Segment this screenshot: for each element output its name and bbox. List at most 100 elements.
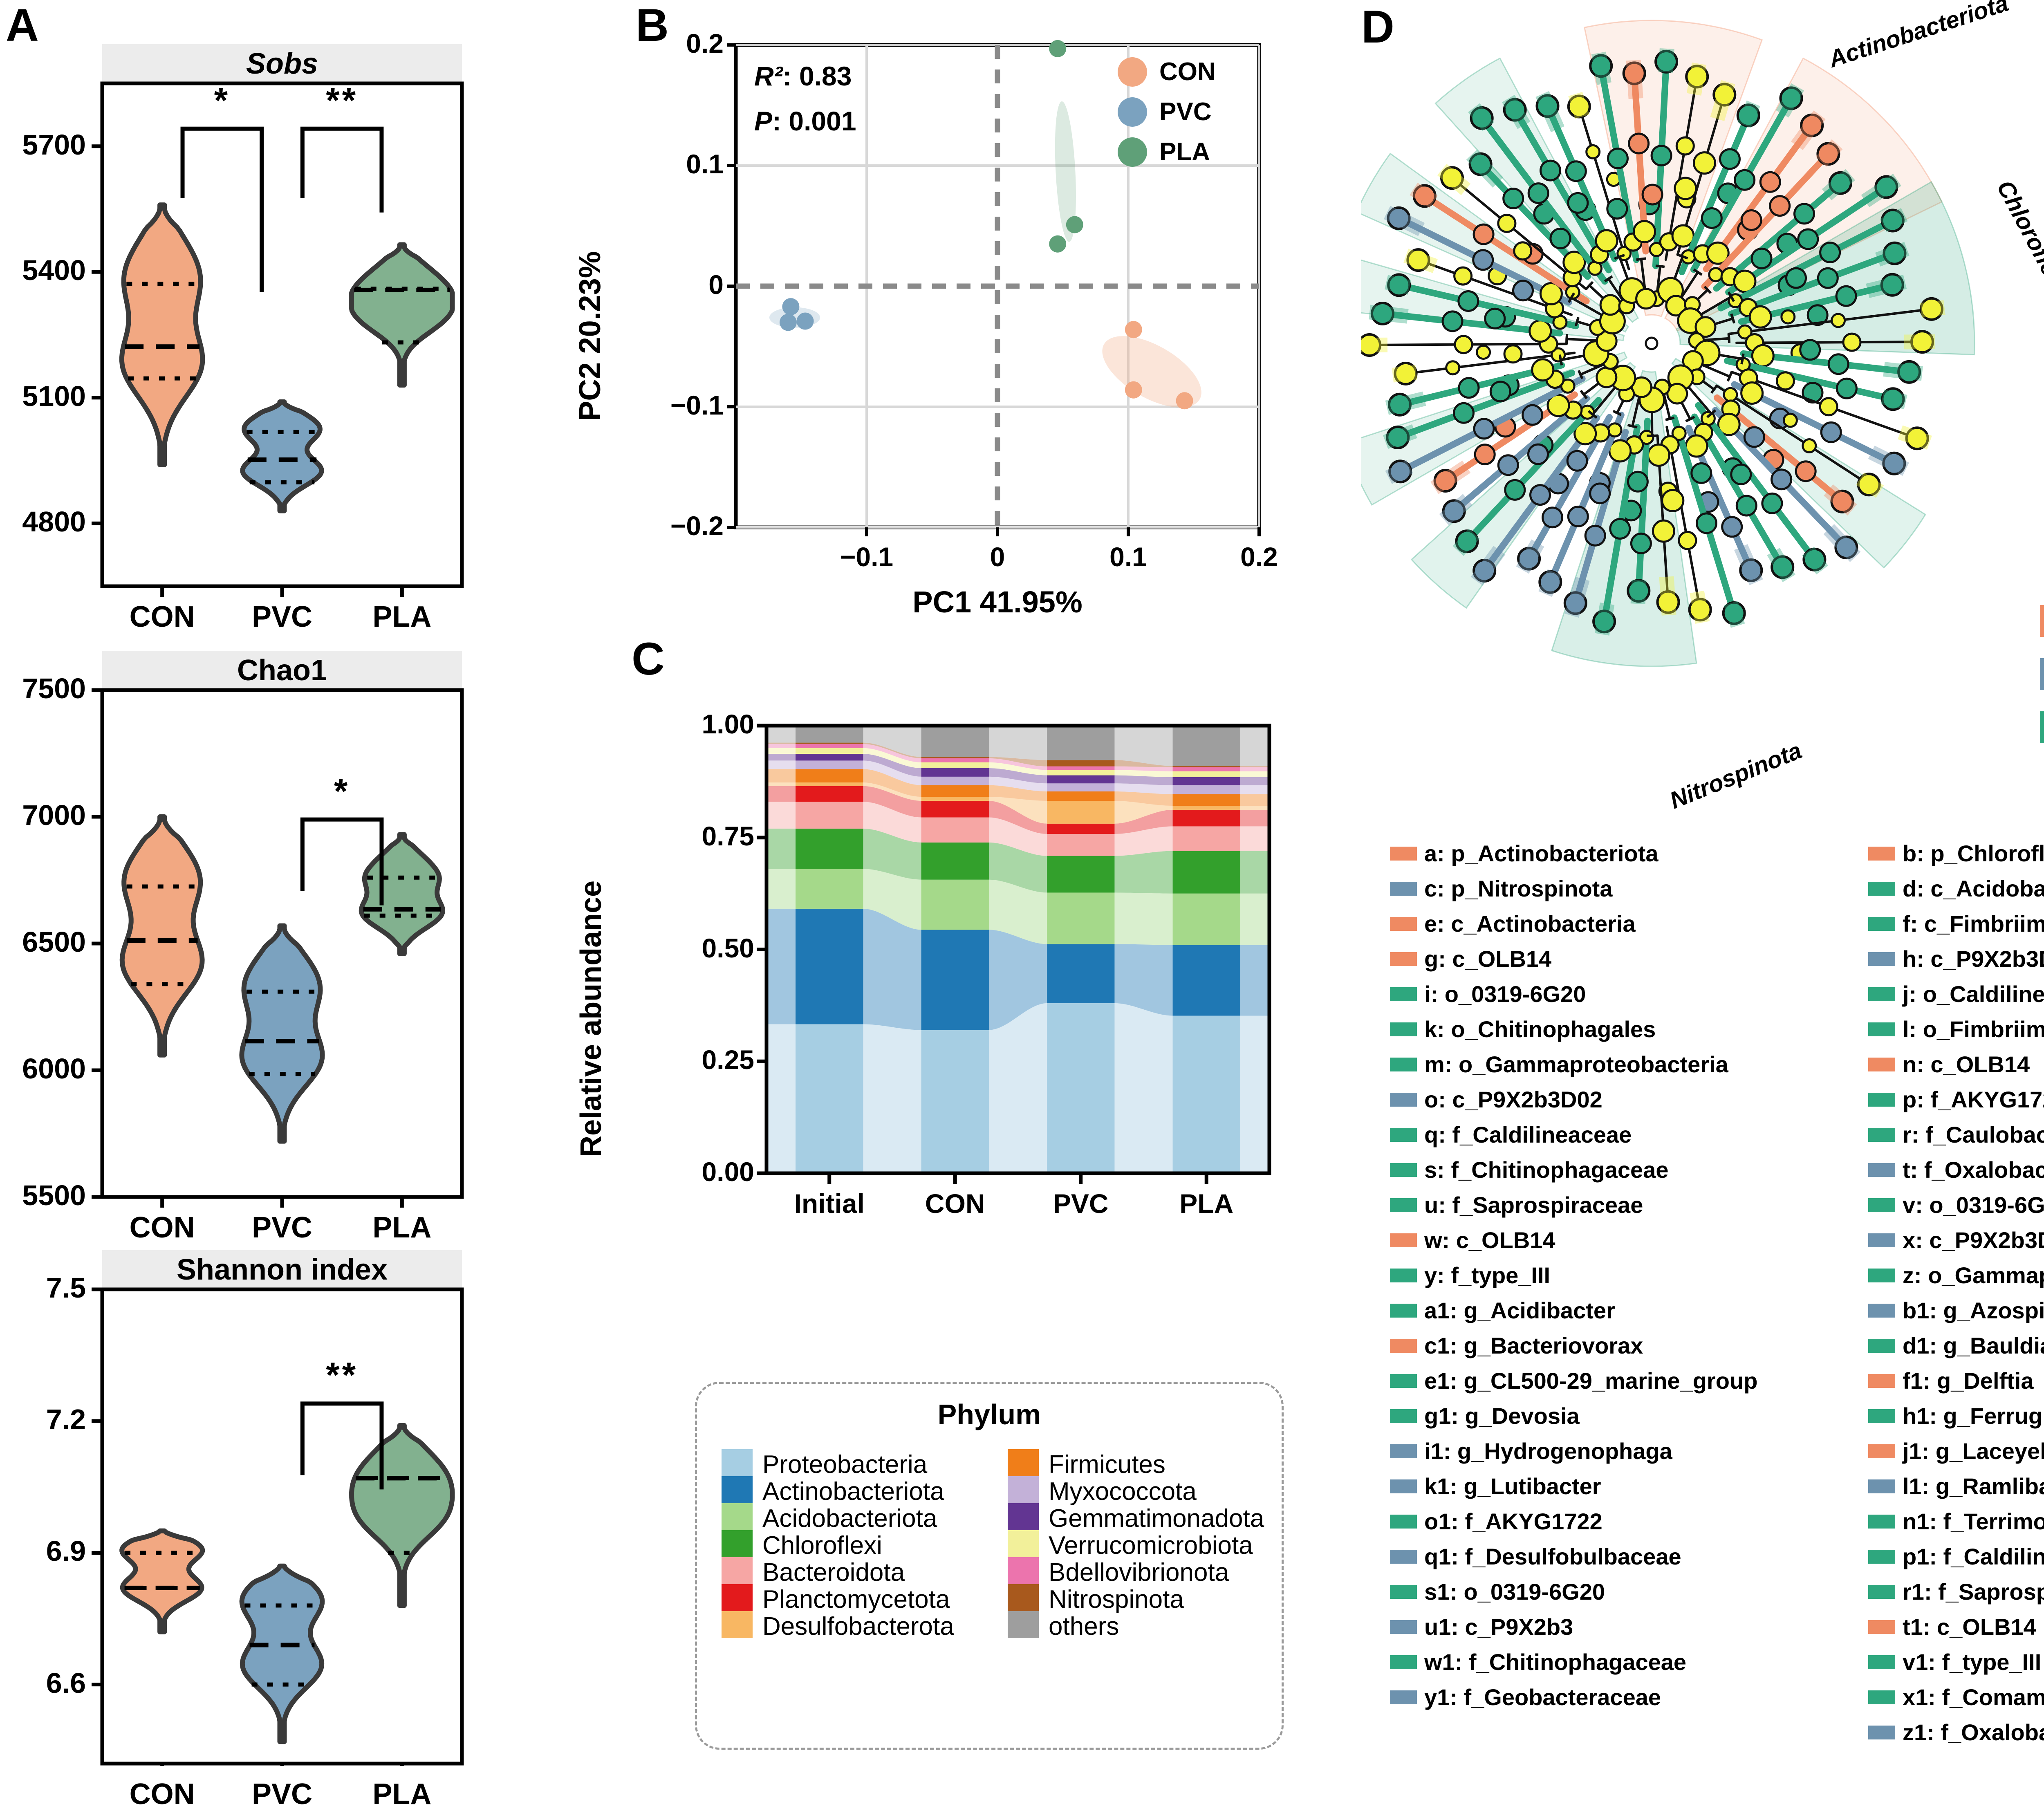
clado-branch — [1701, 150, 1832, 290]
clado-node — [1472, 223, 1495, 245]
clado-leaf-node — [1371, 302, 1394, 325]
area-bar-seg — [796, 769, 863, 783]
clado-legend-swatch — [1390, 1022, 1417, 1036]
clado-node — [1706, 241, 1730, 265]
phylum-swatch-11 — [1008, 1557, 1039, 1584]
phylum-legend-label: Myxococcota — [1049, 1477, 1197, 1506]
clado-legend-text: l: o_Fimbriimonadales — [1903, 1016, 2044, 1042]
clado-legend-item-u1: u1: c_P9X2b3 — [1390, 1614, 1573, 1640]
clado-leaf-label — [1823, 524, 1861, 562]
clado-legend-text: u1: c_P9X2b3 — [1424, 1614, 1573, 1640]
area-bar-seg — [796, 742, 863, 744]
area-y-tick: 0.50 — [702, 932, 754, 963]
clado-legend-item-p: p: f_AKYG1722 — [1868, 1086, 2044, 1113]
clado-leaf-label — [1690, 590, 1710, 624]
clado-legend-text: w: c_OLB14 — [1424, 1227, 1555, 1253]
clado-node — [1567, 505, 1589, 527]
area-bar-seg — [1047, 944, 1115, 1003]
r2-value: 0.83 — [799, 61, 852, 91]
clado-leaf-node — [1567, 94, 1591, 119]
clado-legend-text: d1: g_Bauldia — [1903, 1333, 2044, 1358]
clado-legend-text: g: c_OLB14 — [1424, 946, 1552, 972]
clado-branch — [1635, 417, 1651, 594]
clado-leaf-label — [1568, 92, 1589, 119]
clado-node — [1606, 198, 1628, 220]
clado-leaf-label — [1791, 110, 1826, 150]
clado-legend-item-b: b: p_Chloroflexi — [1868, 840, 2044, 867]
area-bar-seg — [1047, 770, 1115, 776]
area-bar-seg — [796, 828, 863, 869]
clado-legend-item-o1: o1: f_AKYG1722 — [1390, 1508, 1602, 1535]
clado-node — [1737, 324, 1753, 340]
area-bar-seg — [1047, 726, 1115, 760]
clado-node — [1441, 310, 1464, 332]
clado-node — [1531, 358, 1555, 382]
clado-leaf-label — [1776, 83, 1804, 118]
clado-inner-node — [1666, 383, 1688, 405]
clado-leaf-label — [1430, 460, 1471, 494]
clado-leaf-label — [1591, 52, 1611, 85]
phylum-swatch-4 — [722, 1557, 753, 1584]
clado-node — [1573, 422, 1597, 446]
clado-leaf-label — [1875, 242, 1910, 267]
clado-legend-text: p: f_AKYG1722 — [1903, 1087, 2044, 1112]
clado-node — [1527, 443, 1549, 465]
clado-node — [1453, 402, 1475, 424]
area-bar-seg — [1172, 771, 1240, 777]
clado-leaf-label — [1437, 164, 1471, 195]
phylum-swatch-1 — [722, 1476, 753, 1503]
clado-legend-swatch — [1868, 1127, 1895, 1142]
clado-node — [1474, 444, 1496, 466]
clado-leaf-label — [1658, 48, 1674, 73]
clado-legend-item-i: i: o_0319-6G20 — [1390, 981, 1586, 1007]
phylum-swatch-2 — [722, 1503, 753, 1530]
clado-node — [1817, 267, 1839, 289]
area-bar-seg — [1047, 892, 1115, 944]
clado-legend-text: e1: g_CL500-29_marine_group — [1424, 1368, 1758, 1394]
clado-legend-text: o1: f_AKYG1722 — [1424, 1508, 1602, 1534]
area-x-category: Initial — [794, 1188, 865, 1219]
pcoa-point-pvc — [782, 298, 800, 316]
pcoa-x-tick: −0.1 — [840, 542, 894, 572]
clado-legend-item-c: c: p_Nitrospinota — [1390, 875, 1612, 902]
clado-legend-swatch — [1868, 1233, 1895, 1247]
area-y-tick: 0.75 — [702, 820, 754, 851]
x-category-label: PVC — [251, 601, 313, 633]
area-bar-seg — [796, 744, 863, 748]
clado-legend-swatch — [1390, 846, 1417, 861]
clado-node — [1565, 160, 1587, 182]
area-svg — [757, 724, 1271, 1184]
clado-root-node — [1645, 336, 1659, 350]
clado-node — [1607, 422, 1623, 438]
clado-legend-text: q1: f_Desulfobulbaceae — [1424, 1544, 1681, 1569]
r2-label: R² — [754, 61, 783, 91]
clado-node — [1512, 280, 1534, 302]
clado-legend-swatch — [1868, 1444, 1895, 1458]
clado-node — [1740, 209, 1762, 231]
y-tick-label: 5700 — [22, 128, 86, 161]
clado-node — [1759, 171, 1781, 193]
clado-leaf-label — [1538, 569, 1562, 597]
clado-legend-swatch — [1868, 917, 1895, 931]
y-tick-label: 4800 — [22, 506, 86, 538]
clado-node — [1584, 524, 1606, 547]
area-bar-seg — [1172, 851, 1240, 894]
clado-leaf-node — [1361, 333, 1381, 357]
clado-leaf-node — [1472, 558, 1497, 583]
pcoa-point-con — [1176, 392, 1193, 410]
clado-leaf-node — [1503, 98, 1527, 122]
clado-leaf-label — [1535, 91, 1564, 132]
clado-legend-swatch — [1390, 1409, 1417, 1423]
cluster-ellipse-pla — [1055, 101, 1076, 242]
phylum-swatch-10 — [1008, 1530, 1039, 1557]
area-bar-seg — [1047, 856, 1115, 893]
clado-legend-item-a1: a1: g_Acidibacter — [1390, 1297, 1615, 1324]
clado-leaf-node — [1517, 547, 1541, 571]
clado-legend-item-v: v: o_0319-6G20 — [1868, 1192, 2044, 1218]
clado-leaf-node — [1712, 83, 1737, 107]
area-bar-seg — [921, 797, 989, 801]
clado-node — [1497, 213, 1517, 233]
violin-title-sobs: Sobs — [102, 44, 462, 83]
clado-legend-text: e: c_Actinobacteria — [1424, 911, 1636, 937]
clado-legend-swatch — [1390, 1057, 1417, 1071]
